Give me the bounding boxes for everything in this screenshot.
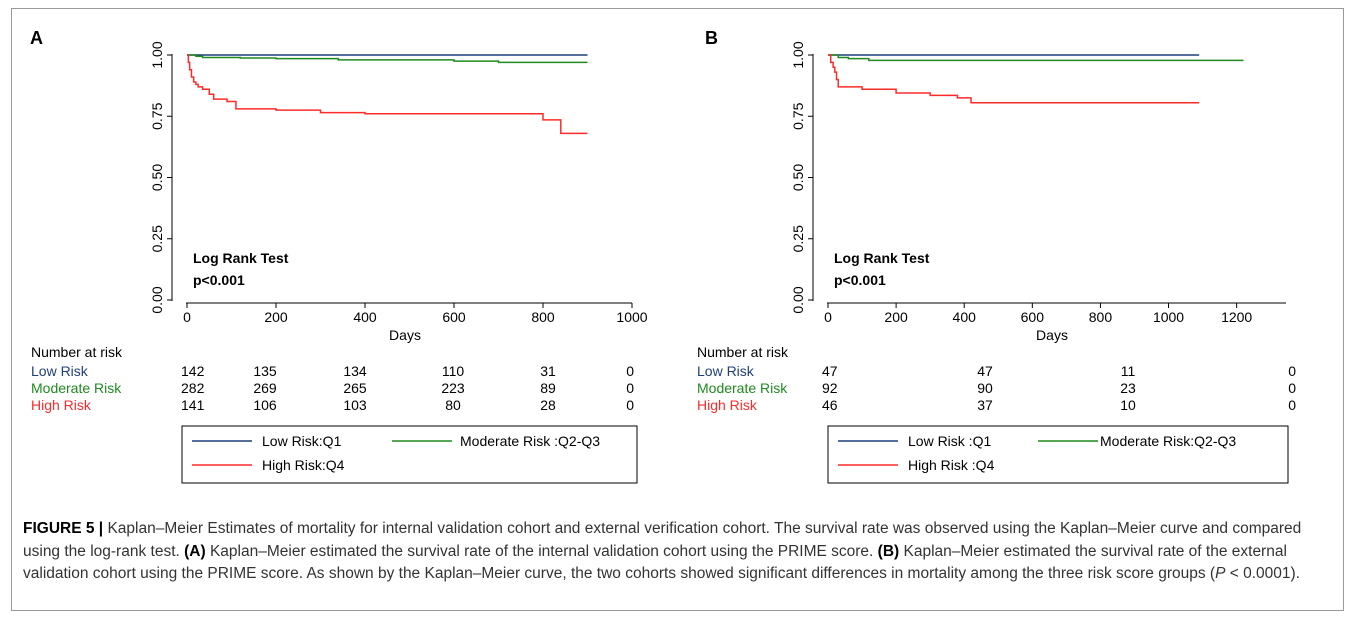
log-rank-p: p<0.001 — [193, 272, 245, 288]
x-tick-label: 600 — [442, 309, 466, 325]
panel-b: B0.000.250.500.751.000 200 400 600 800 1000 12… — [697, 28, 1296, 484]
risk-count: 0 — [1288, 397, 1296, 413]
legend-moderate-risk-label: Moderate Risk :Q2-Q3 — [460, 433, 600, 449]
risk-count: 23 — [1120, 380, 1136, 396]
figure-frame — [11, 8, 1344, 611]
risk-count: 141 — [181, 397, 205, 413]
x-tick-label: 0 — [824, 309, 832, 325]
x-axis-title: Days — [389, 327, 421, 343]
log-rank-title: Log Rank Test — [193, 250, 289, 266]
risk-count: 10 — [1120, 397, 1136, 413]
risk-count: 92 — [822, 380, 838, 396]
y-tick-label: 0.75 — [149, 102, 165, 129]
risk-count: 46 — [822, 397, 838, 413]
y-tick-label: 0.25 — [790, 225, 806, 252]
y-tick-label: 1.00 — [790, 41, 806, 68]
legend-high-risk-label: High Risk:Q4 — [262, 457, 345, 473]
legend-low-risk-label: Low Risk :Q1 — [908, 433, 991, 449]
risk-count: 110 — [442, 363, 465, 379]
x-tick-label: 400 — [953, 309, 977, 325]
legend-low-risk-label: Low Risk:Q1 — [262, 433, 342, 449]
risk-row-label: Low Risk — [697, 363, 755, 379]
caption-text-3: Kaplan–Meier estimated the survival rate… — [23, 542, 1287, 583]
high-risk-curve — [828, 54, 1200, 104]
risk-count: 47 — [977, 363, 993, 379]
risk-count: 282 — [181, 380, 205, 396]
panel-label: B — [705, 28, 718, 48]
caption-panel-a-tag: (A) — [184, 542, 206, 560]
legend-box — [181, 425, 638, 484]
risk-count: 223 — [441, 380, 465, 396]
risk-count: 0 — [1288, 363, 1296, 379]
x-tick-label: 1200 — [1221, 309, 1252, 325]
y-tick-label: 1.00 — [149, 41, 165, 68]
caption-text-4: < 0.0001). — [1225, 565, 1300, 582]
caption-panel-b-tag: (B) — [877, 542, 900, 560]
caption-text-2: Kaplan–Meier estimated the survival rate… — [205, 542, 878, 560]
x-axis-title: Days — [1036, 327, 1068, 343]
y-tick-label: 0.50 — [790, 164, 806, 191]
caption-p-symbol: P — [1215, 565, 1226, 582]
y-tick-label: 0.50 — [149, 164, 165, 191]
risk-count: 106 — [253, 397, 277, 413]
risk-count: 28 — [540, 397, 556, 413]
legend-moderate-risk-label: Moderate Risk:Q2-Q3 — [1100, 433, 1236, 449]
risk-count: 0 — [626, 380, 634, 396]
risk-row-label: High Risk — [697, 397, 758, 413]
risk-table-title: Number at risk — [31, 344, 123, 360]
log-rank-title: Log Rank Test — [834, 250, 930, 266]
risk-count: 80 — [445, 397, 461, 413]
y-tick-label: 0.75 — [790, 102, 806, 129]
caption-text-1: Kaplan–Meier Estimates of mortality for … — [23, 520, 1302, 560]
risk-count: 89 — [540, 380, 556, 396]
risk-count: 31 — [540, 363, 556, 379]
risk-row-label: High Risk — [31, 397, 92, 413]
legend-box — [827, 425, 1289, 484]
y-tick-label: 0.00 — [149, 286, 165, 313]
x-tick-label: 200 — [884, 309, 908, 325]
x-tick-label: 200 — [264, 309, 288, 325]
x-tick-label: 400 — [353, 309, 377, 325]
log-rank-p: p<0.001 — [834, 272, 886, 288]
risk-count: 37 — [977, 397, 993, 413]
risk-row-label: Moderate Risk — [697, 380, 788, 396]
x-tick-label: 600 — [1021, 309, 1045, 325]
risk-count: 0 — [626, 363, 634, 379]
x-tick-label: 0 — [183, 309, 191, 325]
x-tick-label: 1000 — [1153, 309, 1184, 325]
legend-high-risk-label: High Risk :Q4 — [908, 457, 995, 473]
risk-count: 135 — [253, 363, 277, 379]
risk-count: 47 — [822, 363, 838, 379]
risk-count: 142 — [181, 363, 205, 379]
risk-count: 0 — [1288, 380, 1296, 396]
figure-caption: FIGURE 5 | Kaplan–Meier Estimates of mor… — [23, 518, 1331, 586]
risk-count: 11 — [1121, 363, 1136, 379]
x-tick-label: 1000 — [616, 309, 647, 325]
risk-row-label: Moderate Risk — [31, 380, 122, 396]
risk-table-title: Number at risk — [697, 344, 789, 360]
risk-count: 265 — [343, 380, 367, 396]
y-tick-label: 0.00 — [790, 286, 806, 313]
risk-count: 90 — [977, 380, 993, 396]
moderate-risk-curve — [187, 54, 588, 64]
risk-count: 103 — [343, 397, 367, 413]
caption-figure-label: FIGURE 5 | — [23, 520, 104, 537]
risk-count: 134 — [343, 363, 367, 379]
x-tick-label: 800 — [531, 309, 555, 325]
risk-row-label: Low Risk — [31, 363, 89, 379]
risk-count: 269 — [253, 380, 277, 396]
x-tick-label: 800 — [1089, 309, 1113, 325]
high-risk-curve — [187, 54, 588, 135]
y-tick-label: 0.25 — [149, 225, 165, 252]
panel-label: A — [30, 28, 43, 48]
panel-a: A0.000.250.500.751.000 200 400 600 800 1000Da… — [30, 28, 648, 484]
risk-count: 0 — [626, 397, 634, 413]
moderate-risk-curve — [828, 54, 1244, 62]
